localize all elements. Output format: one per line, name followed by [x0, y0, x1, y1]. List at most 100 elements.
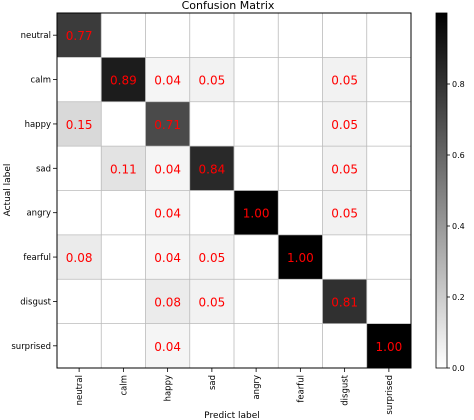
heatmap-cell — [101, 323, 146, 368]
cell-value-label: 0.08 — [154, 295, 181, 309]
heatmap-cell — [57, 323, 102, 368]
heatmap-cell — [57, 190, 102, 235]
y-tick-label: sad — [36, 164, 51, 174]
cell-value-label: 0.05 — [199, 74, 226, 88]
heatmap-cell — [366, 323, 411, 368]
heatmap-cell — [234, 279, 279, 324]
heatmap-cell — [322, 101, 367, 147]
heatmap-cell — [189, 13, 234, 58]
heatmap-cell — [234, 190, 279, 235]
cell-value-label: 0.05 — [199, 295, 226, 309]
heatmap-cell — [145, 190, 190, 235]
heatmap-cell — [366, 279, 411, 324]
heatmap-cell — [322, 13, 367, 58]
heatmap-cell — [366, 146, 411, 191]
heatmap-cell — [278, 101, 323, 147]
cell-value-label: 1.00 — [376, 340, 403, 354]
heatmap-cell — [278, 279, 323, 324]
colorbar-tick-label: 0.6 — [452, 151, 465, 160]
heatmap-cell — [57, 279, 102, 324]
heatmap-cell — [234, 234, 279, 280]
cell-value-label: 0.11 — [110, 162, 137, 176]
y-tick-label: neutral — [21, 31, 51, 41]
heatmap-cell — [189, 323, 234, 368]
heatmap-cell — [189, 279, 234, 324]
y-axis-label: Actual label — [3, 164, 13, 217]
y-tick-label: happy — [25, 120, 51, 130]
heatmap-cell — [322, 279, 367, 324]
heatmap-cell — [57, 101, 102, 147]
cell-value-label: 1.00 — [243, 207, 270, 221]
heatmap-cell — [278, 57, 323, 102]
heatmap-cell — [278, 190, 323, 235]
cell-value-label: 0.08 — [66, 251, 93, 265]
heatmap-cell — [101, 101, 146, 147]
cell-value-label: 0.05 — [331, 207, 358, 221]
heatmap-cell — [189, 57, 234, 102]
heatmap-cell — [234, 101, 279, 147]
heatmap-cell — [278, 323, 323, 368]
heatmap-cells — [57, 13, 411, 368]
cell-values: 0.77 0.89 0.04 0.05 0.05 0.15 0.71 0.05 0.11 0.04… — [66, 29, 402, 354]
x-axis-label: Predict label — [204, 411, 260, 420]
heatmap-cell — [57, 146, 102, 191]
cell-value-label: 0.05 — [331, 118, 358, 132]
heatmap-cell — [322, 190, 367, 235]
heatmap-cell — [145, 146, 190, 191]
x-tick-label: fearful — [296, 375, 306, 403]
heatmap-cell — [322, 234, 367, 280]
heatmap-cell — [278, 234, 323, 280]
colorbar — [435, 12, 448, 369]
heatmap-cell — [366, 234, 411, 280]
colorbar-tick-label: 0.2 — [452, 293, 465, 302]
heatmap-cell — [234, 57, 279, 102]
colorbar-tick-label: 0.0 — [452, 364, 465, 373]
heatmap-cell — [101, 146, 146, 191]
heatmap-cell — [145, 279, 190, 324]
y-tick-label: surprised — [11, 342, 51, 352]
heatmap-cell — [234, 146, 279, 191]
x-tick-label: angry — [252, 375, 262, 400]
cell-value-label: 0.04 — [154, 340, 181, 354]
chart-title: Confusion Matrix — [182, 0, 275, 12]
cell-value-label: 0.05 — [331, 74, 358, 88]
cell-value-label: 0.04 — [154, 162, 181, 176]
heatmap-cell — [322, 57, 367, 102]
plot-frame — [56, 12, 412, 369]
cell-value-label: 0.04 — [154, 251, 181, 265]
y-tick-label: disgust — [20, 297, 51, 307]
y-tick-label: calm — [30, 76, 51, 86]
cell-value-label: 0.04 — [154, 74, 181, 88]
x-tick-label: surprised — [385, 375, 395, 415]
heatmap-cell — [189, 101, 234, 147]
heatmap-cell — [322, 323, 367, 368]
x-tick-label: calm — [119, 375, 129, 396]
y-tick-label: fearful — [23, 253, 51, 263]
heatmap-cell — [57, 57, 102, 102]
colorbar-tick-label: 0.4 — [452, 222, 465, 231]
heatmap-cell — [57, 13, 102, 58]
colorbar-ticks: 0.0 0.2 0.4 0.6 0.8 — [447, 80, 465, 373]
heatmap-cell — [101, 234, 146, 280]
cell-value-label: 1.00 — [287, 251, 314, 265]
heatmap-gridlines — [57, 13, 411, 368]
heatmap-cell — [189, 234, 234, 280]
heatmap-cell — [145, 323, 190, 368]
cell-value-label: 0.77 — [66, 29, 93, 43]
heatmap-cell — [366, 190, 411, 235]
heatmap-cell — [366, 13, 411, 58]
heatmap-cell — [145, 13, 190, 58]
heatmap-cell — [278, 13, 323, 58]
heatmap-cell — [101, 190, 146, 235]
cell-value-label: 0.81 — [331, 295, 358, 309]
heatmap-cell — [145, 101, 190, 147]
x-tick-labels: neutral calm happy sad angry fearful disgust su… — [75, 368, 395, 415]
heatmap-cell — [322, 146, 367, 191]
cell-value-label: 0.89 — [110, 74, 137, 88]
cell-value-label: 0.05 — [331, 162, 358, 176]
heatmap-cell — [189, 146, 234, 191]
x-tick-label: happy — [164, 375, 174, 401]
heatmap-cell — [366, 57, 411, 102]
cell-value-label: 0.84 — [199, 162, 226, 176]
